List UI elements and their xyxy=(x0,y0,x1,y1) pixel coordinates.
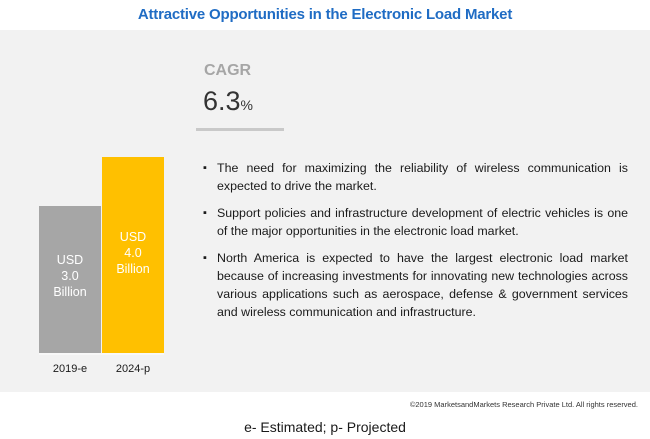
bar-value-label: Billion xyxy=(116,262,149,276)
bar-value-label: USD xyxy=(57,253,83,267)
cagr-suffix: % xyxy=(240,97,253,113)
bar-value-label: 4.0 xyxy=(124,246,141,260)
highlight-text: North America is expected to have the la… xyxy=(217,251,628,319)
highlight-item: ▪ North America is expected to have the l… xyxy=(200,249,628,321)
category-label: 2019-e xyxy=(53,363,87,375)
cagr-number: 6.3 xyxy=(203,86,241,116)
bar-value-label: Billion xyxy=(53,285,86,299)
category-label: 2024-p xyxy=(116,363,150,375)
bullet-icon: ▪ xyxy=(203,162,207,174)
bullet-icon: ▪ xyxy=(203,252,207,264)
bar-2019-e xyxy=(39,206,101,353)
bar-2024-p xyxy=(102,157,164,353)
cagr-value: 6.3% xyxy=(203,86,253,117)
highlights-list: ▪ The need for maximizing the reliability… xyxy=(200,159,628,330)
highlight-item: ▪ The need for maximizing the reliability… xyxy=(200,159,628,195)
highlight-text: Support policies and infrastructure deve… xyxy=(217,206,628,238)
bullet-icon: ▪ xyxy=(203,207,207,219)
page-title: Attractive Opportunities in the Electron… xyxy=(137,6,513,23)
highlight-item: ▪ Support policies and infrastructure dev… xyxy=(200,204,628,240)
cagr-divider xyxy=(196,128,284,131)
footnote: e- Estimated; p- Projected xyxy=(244,419,406,435)
cagr-label: CAGR xyxy=(204,62,252,79)
bar-value-label: 3.0 xyxy=(61,269,78,283)
bar-value-label: USD xyxy=(120,230,146,244)
highlight-text: The need for maximizing the reliability … xyxy=(217,161,628,193)
copyright-notice: ©2019 MarketsandMarkets Research Private… xyxy=(409,400,638,409)
